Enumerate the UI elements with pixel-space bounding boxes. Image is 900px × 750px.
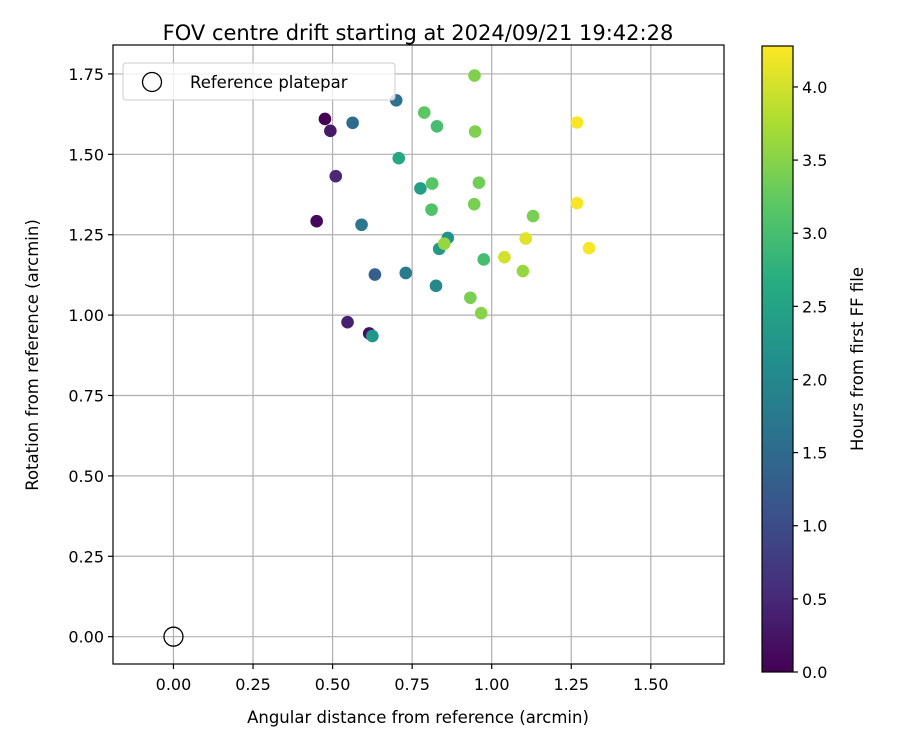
- y-axis-title: Rotation from reference (arcmin): [23, 219, 42, 491]
- y-tick-label: 1.25: [68, 226, 104, 245]
- data-point: [519, 232, 533, 245]
- data-point: [341, 315, 354, 329]
- legend-label-reference-platepar: Reference platepar: [190, 73, 348, 92]
- data-point: [417, 106, 431, 119]
- data-point: [414, 182, 427, 195]
- data-point: [498, 250, 511, 264]
- x-tick-label: 0.25: [235, 675, 271, 694]
- data-point: [437, 237, 451, 251]
- y-tick-label: 1.00: [68, 306, 104, 325]
- colorbar-tick-label: 2.0: [802, 370, 827, 389]
- x-tick-label: 1.50: [633, 675, 669, 694]
- y-tick-label: 1.50: [68, 145, 104, 164]
- colorbar-label: Hours from first FF file: [848, 267, 867, 451]
- x-tick-label: 0.50: [315, 675, 351, 694]
- legend-box: [122, 62, 396, 101]
- colorbar-tick-label: 2.5: [802, 297, 827, 316]
- data-point: [329, 169, 343, 183]
- data-point: [318, 112, 332, 126]
- grid-layer: [113, 45, 724, 664]
- data-point: [570, 196, 584, 210]
- data-point: [392, 151, 406, 165]
- data-point: [467, 197, 481, 211]
- colorbar: [761, 45, 794, 673]
- points-layer: [310, 69, 596, 343]
- data-point: [582, 241, 596, 255]
- data-point: [468, 69, 481, 82]
- data-point: [477, 253, 491, 266]
- colorbar-tick-label: 3.0: [802, 224, 827, 243]
- data-point: [425, 203, 438, 216]
- data-point: [324, 124, 337, 138]
- colorbar-tick-label: 0.0: [802, 663, 827, 682]
- y-tick-label: 0.25: [68, 547, 104, 566]
- colorbar-tick-label: 3.5: [802, 151, 827, 170]
- data-point: [425, 177, 439, 190]
- data-point: [468, 125, 482, 138]
- y-tick-label: 0.75: [68, 386, 104, 405]
- colorbar-tick-label: 0.5: [802, 590, 827, 609]
- x-tick-label: 0.75: [394, 675, 430, 694]
- x-tick-label: 1.25: [553, 675, 589, 694]
- y-axis-ticks: 0.00 0.25 0.50 0.75 1.00 1.25 1.50 1.75: [68, 65, 113, 647]
- data-point: [472, 176, 486, 189]
- data-point: [430, 120, 444, 133]
- y-tick-label: 1.75: [68, 65, 104, 84]
- reference-layer: [163, 626, 184, 647]
- legend-marker-open-circle: [141, 71, 163, 93]
- data-point: [474, 306, 488, 320]
- data-point: [355, 218, 368, 232]
- data-point: [526, 209, 540, 223]
- x-tick-label: 1.00: [474, 675, 510, 694]
- data-point: [570, 116, 584, 129]
- colorbar-tick-label: 4.0: [802, 78, 827, 97]
- data-point: [516, 264, 530, 278]
- plot-frame: [112, 44, 725, 665]
- chart-title: FOV centre drift starting at 2024/09/21 …: [163, 21, 674, 45]
- colorbar-ticks: 0.0 0.5 1.0 1.5 2.0 2.5 3.0 3.5 4.0: [793, 78, 827, 682]
- legend: Reference platepar: [122, 62, 396, 101]
- x-axis-ticks: 0.00 0.25 0.50 0.75 1.00 1.25 1.50: [156, 664, 669, 694]
- data-point: [366, 329, 379, 343]
- data-point: [346, 116, 359, 130]
- colorbar-tick-label: 1.5: [802, 444, 827, 463]
- y-tick-label: 0.00: [68, 628, 104, 647]
- y-tick-label: 0.50: [68, 467, 104, 486]
- data-point: [429, 279, 443, 293]
- reference-platepar-marker: [163, 626, 184, 647]
- data-point: [368, 268, 382, 281]
- data-point: [464, 291, 477, 305]
- colorbar-tick-label: 1.0: [802, 517, 827, 536]
- x-axis-title: Angular distance from reference (arcmin): [247, 708, 589, 727]
- x-tick-label: 0.00: [156, 675, 192, 694]
- data-point: [399, 266, 413, 280]
- data-point: [310, 214, 323, 228]
